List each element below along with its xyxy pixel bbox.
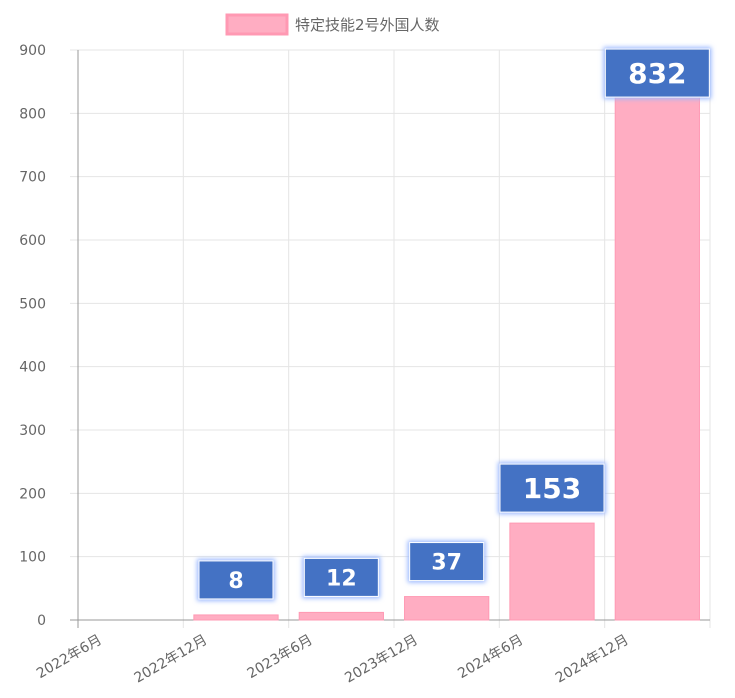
y-tick-label: 700 (19, 170, 46, 186)
y-tick-label: 200 (19, 486, 46, 502)
data-label-text: 12 (326, 566, 357, 591)
bar[interactable] (509, 522, 595, 621)
data-label-box (604, 48, 710, 98)
x-axis-ticks: 2022年6月 2022年12月 2023年6月 2023年12月 2024年6月 202… (34, 632, 631, 687)
data-label: 37 (407, 540, 486, 583)
x-tick-label: 2022年6月 (34, 632, 105, 682)
y-tick-label: 400 (19, 360, 46, 376)
y-tick-label: 900 (19, 43, 46, 59)
data-labels: 8 12 37 153 832 (197, 47, 712, 601)
data-label-text: 8 (228, 569, 243, 594)
data-label: 153 (498, 462, 606, 515)
y-tick-label: 0 (37, 613, 46, 629)
y-tick-label: 100 (19, 550, 46, 566)
y-tick-label: 600 (19, 233, 46, 249)
data-label: 8 (197, 558, 275, 601)
legend-label: 特定技能2号外国人数 (295, 16, 440, 34)
data-label-text: 832 (628, 57, 686, 90)
gridlines (70, 49, 711, 628)
x-tick-label: 2022年12月 (132, 632, 211, 687)
y-tick-label: 800 (19, 106, 46, 122)
bar[interactable] (193, 614, 279, 621)
bars (193, 92, 700, 621)
legend-swatch (225, 13, 289, 36)
data-label-box (303, 557, 379, 597)
x-tick-label: 2023年12月 (342, 632, 421, 687)
y-axis-ticks: 0 100 200 300 400 500 600 700 800 900 (19, 43, 46, 629)
bar[interactable] (614, 92, 700, 621)
data-label: 832 (603, 47, 712, 100)
data-label-text: 37 (431, 550, 462, 575)
bar[interactable] (404, 596, 490, 621)
data-label-text: 153 (523, 472, 581, 505)
x-tick-label: 2023年6月 (245, 632, 316, 682)
y-tick-label: 300 (19, 423, 46, 439)
bar[interactable] (298, 611, 384, 621)
data-label-box (409, 542, 485, 582)
x-tick-label: 2024年12月 (553, 632, 632, 687)
data-label-box (499, 463, 605, 513)
y-tick-label: 500 (19, 296, 46, 312)
data-label: 12 (302, 556, 381, 599)
x-tick-label: 2024年6月 (455, 632, 526, 682)
data-label-box (198, 560, 274, 600)
legend[interactable]: 特定技能2号外国人数 (225, 13, 440, 36)
